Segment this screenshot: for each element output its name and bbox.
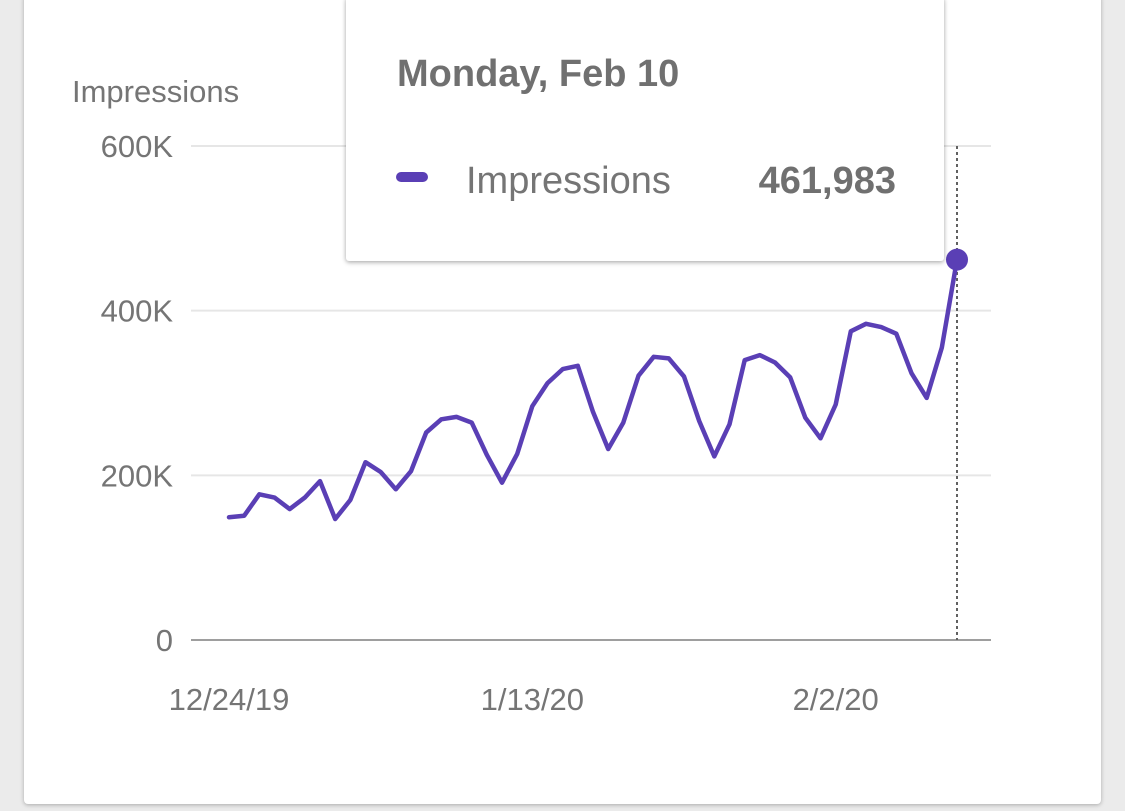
highlight-point [946,248,968,271]
chart-tooltip: Monday, Feb 10 Impressions 461,983 [346,0,944,261]
y-axis-title: Impressions [72,74,239,109]
x-tick-label: 1/13/20 [481,682,584,717]
tooltip-series-swatch [396,172,428,182]
tooltip-series-value: 461,983 [758,160,896,202]
tooltip-date: Monday, Feb 10 [397,53,680,95]
tooltip-series-name: Impressions [466,160,671,202]
y-tick-label: 0 [156,623,173,658]
x-tick-label: 12/24/19 [169,682,290,717]
y-tick-label: 600K [101,129,174,164]
chart-card: 0 200K 400K 600K Impressions 12/24/19 1/13/20 2… [24,0,1101,804]
y-tick-label: 400K [101,294,174,329]
y-tick-label: 200K [101,458,174,493]
x-tick-label: 2/2/20 [793,682,879,717]
series-line-impressions [226,257,960,522]
